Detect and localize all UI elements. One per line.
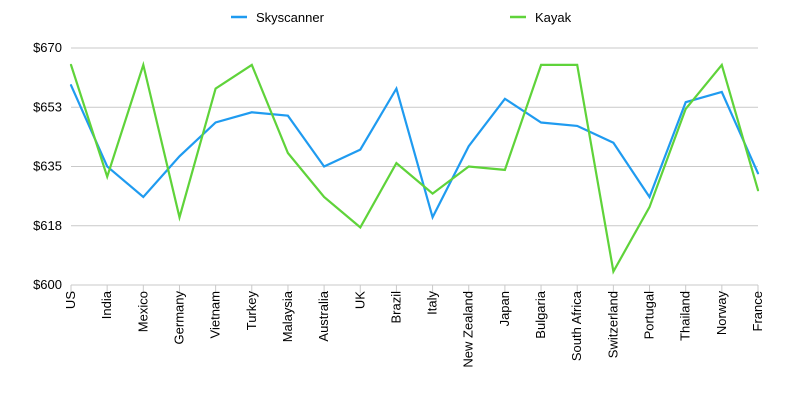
x-tick-label: Mexico	[135, 291, 150, 332]
x-tick-label: Switzerland	[605, 291, 620, 358]
y-tick-label: $618	[33, 218, 62, 233]
series-lines	[69, 60, 760, 275]
x-tick-label: Brazil	[388, 291, 403, 324]
x-tick-label: Malaysia	[280, 290, 295, 342]
x-tick-label: Portugal	[642, 291, 657, 340]
x-tick-label: Vietnam	[208, 291, 223, 338]
legend-label-kayak: Kayak	[535, 10, 572, 25]
x-tick-label: US	[63, 291, 78, 309]
x-tick-label: India	[99, 290, 114, 319]
x-tick-label: Japan	[497, 291, 512, 326]
y-tick-label: $670	[33, 40, 62, 55]
y-tick-label: $600	[33, 277, 62, 292]
y-axis-tick-labels: $600 $618 $635 $653 $670	[33, 40, 62, 292]
gridlines	[70, 47, 759, 293]
x-tick-label: South Africa	[569, 290, 584, 361]
y-tick-label: $653	[33, 99, 62, 114]
series-line-kayak	[69, 60, 760, 275]
x-tick-label: UK	[352, 291, 367, 309]
x-tick-label: Australia	[316, 290, 331, 341]
x-axis-tick-labels: US India Mexico Germany Vietnam Turkey Malaysi…	[63, 290, 765, 367]
x-tick-label: Italy	[425, 291, 440, 315]
x-tick-label: Germany	[171, 291, 186, 345]
legend-label-skyscanner: Skyscanner	[256, 10, 325, 25]
x-tick-label: Turkey	[244, 291, 259, 331]
legend: Skyscanner Kayak	[231, 10, 572, 25]
x-tick-label: Thailand	[678, 291, 693, 341]
x-tick-label: New Zealand	[461, 291, 476, 368]
x-tick-label: Norway	[714, 291, 729, 336]
series-line-skyscanner	[69, 84, 760, 221]
x-tick-label: France	[750, 291, 765, 331]
y-tick-label: $635	[33, 159, 62, 174]
x-tick-label: Bulgaria	[533, 290, 548, 338]
